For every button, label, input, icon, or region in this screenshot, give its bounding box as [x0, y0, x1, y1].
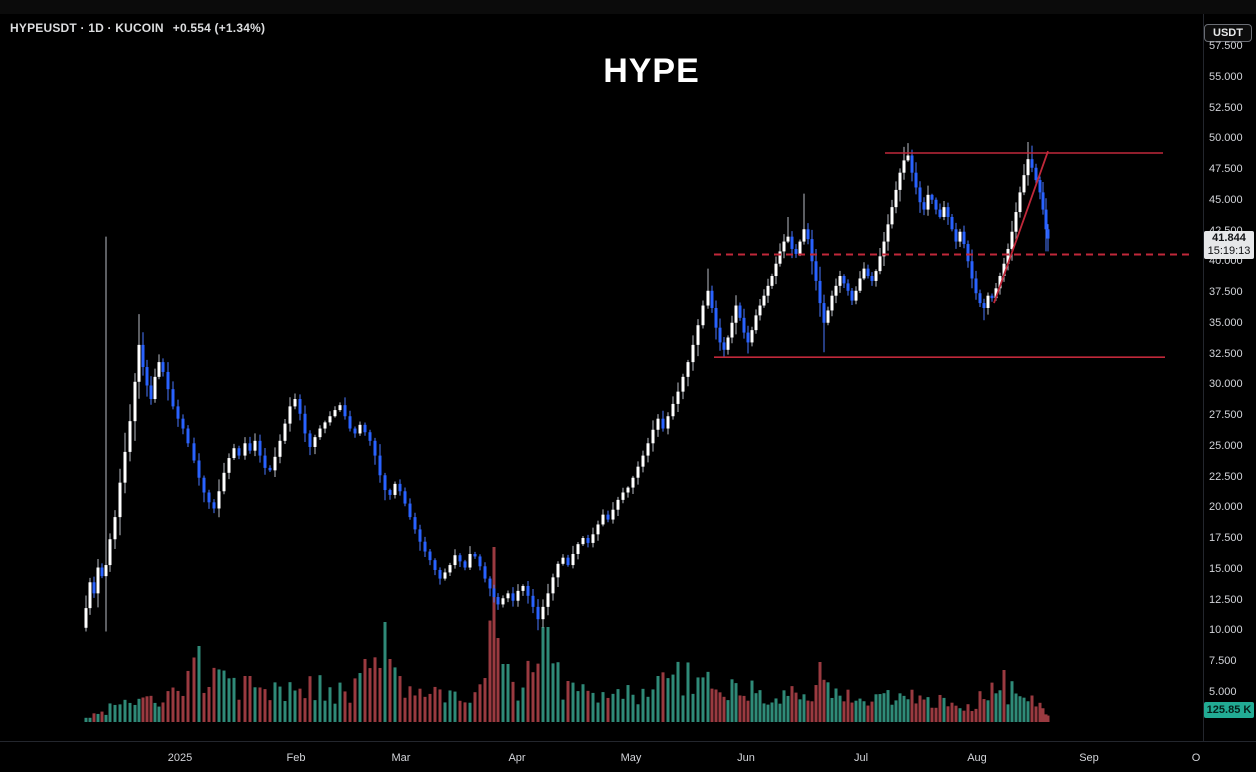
price-axis-label: 7.500 [1209, 655, 1237, 667]
time-axis-label: May [620, 752, 642, 764]
symbol-ticker[interactable]: HYPEUSDT · 1D · KUCOIN +0.554 (+1.34%) [10, 21, 265, 35]
time-axis-label: 2025 [167, 752, 193, 764]
time-axis-label: O [1191, 752, 1201, 764]
price-axis-label: 52.500 [1209, 101, 1243, 114]
time-axis-label: Mar [391, 752, 411, 764]
price-axis-label: 10.000 [1209, 624, 1243, 637]
time-axis-label: Jun [737, 752, 755, 764]
price-axis-label: 37.500 [1209, 286, 1243, 298]
price-axis-label: 57.500 [1209, 40, 1243, 52]
volume-label: 125.85 K [1204, 702, 1254, 718]
price-axis-label: 50.000 [1209, 132, 1243, 145]
price-axis-label: 30.000 [1209, 378, 1243, 391]
bar-countdown: 15:19:13 [1207, 244, 1251, 257]
price-axis-label: 27.500 [1209, 409, 1243, 421]
last-price-box: 41.844 15:19:13 [1204, 230, 1254, 259]
drawings-layer [714, 150, 1190, 358]
price-axis-label: 55.000 [1209, 70, 1243, 83]
currency-badge[interactable]: USDT [1204, 24, 1252, 42]
time-axis-separator [0, 741, 1256, 742]
volume-layer [84, 547, 1050, 722]
candles-layer [84, 141, 1050, 632]
price-axis-label: 15.000 [1209, 562, 1243, 575]
time-axis-label: Jul [853, 752, 869, 764]
last-price-value: 41.844 [1212, 231, 1246, 244]
price-axis-label: 22.500 [1209, 470, 1243, 483]
price-axis-label: 12.500 [1209, 593, 1243, 606]
watermark-title: HYPE [603, 52, 700, 90]
ticker-change: +0.554 (+1.34%) [172, 21, 266, 35]
price-axis-separator [1203, 14, 1204, 741]
price-axis-label: 45.000 [1209, 193, 1243, 206]
price-axis-label: 17.500 [1209, 532, 1243, 544]
time-axis-label: Feb [286, 752, 306, 764]
time-axis-label: Aug [967, 752, 987, 764]
price-axis-label: 20.000 [1209, 501, 1243, 514]
window-chrome [0, 0, 1256, 14]
ticker-symbol[interactable]: HYPEUSDT · 1D · KUCOIN [10, 21, 164, 35]
price-axis-label: 32.500 [1209, 347, 1243, 360]
time-axis-label: Apr [508, 752, 526, 764]
price-axis-label: 35.000 [1209, 316, 1243, 329]
price-axis-label: 25.000 [1209, 439, 1243, 452]
time-axis-label: Sep [1079, 752, 1099, 764]
price-axis-label: 5.000 [1209, 685, 1237, 698]
price-axis-label: 47.500 [1209, 163, 1243, 175]
